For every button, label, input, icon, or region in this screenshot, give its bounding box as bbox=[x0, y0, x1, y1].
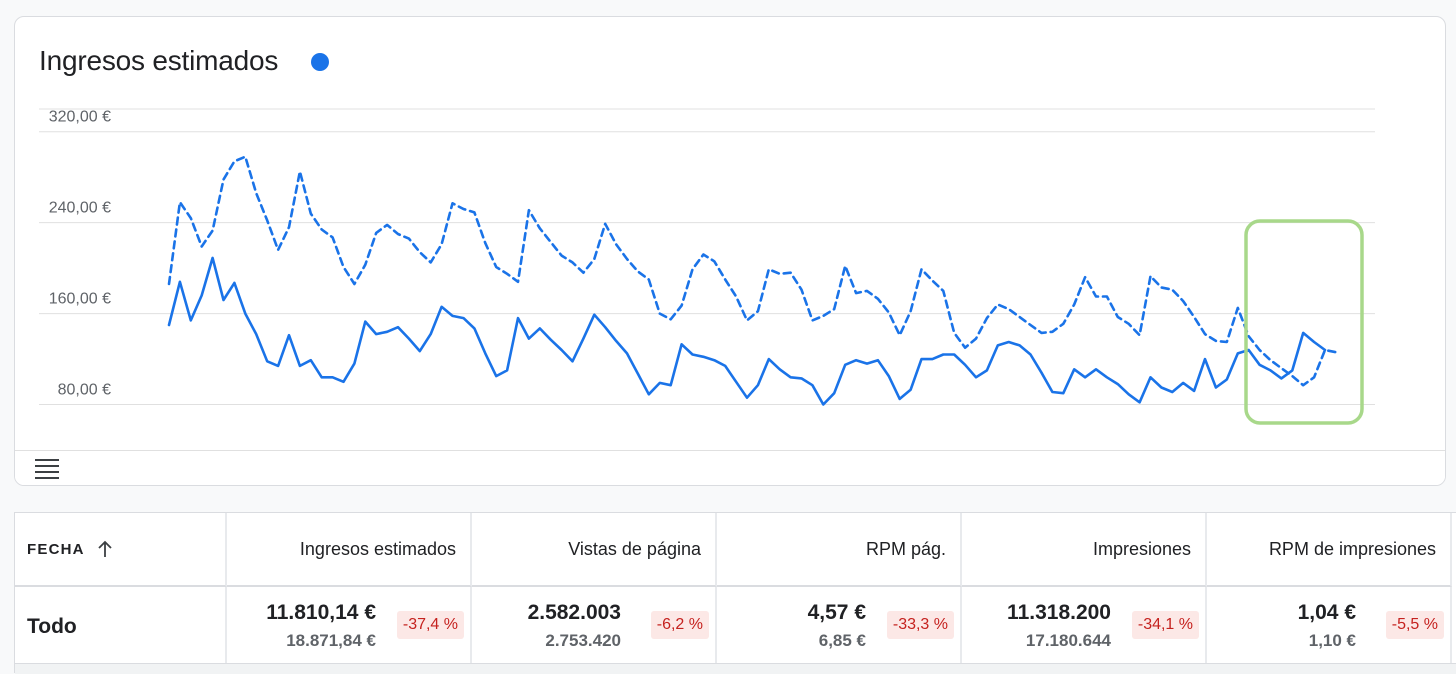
header-impresiones[interactable]: Impresiones bbox=[962, 513, 1207, 587]
delta-badge: -34,1 % bbox=[1131, 611, 1199, 639]
row-label: Todo bbox=[27, 615, 77, 638]
header-label: Impresiones bbox=[1092, 538, 1191, 559]
delta-badge: -5,5 % bbox=[1385, 611, 1444, 639]
cell-impresiones: 11.318.200 17.180.644 -34,1 % bbox=[962, 587, 1207, 673]
table-row-label-cell: Todo bbox=[15, 587, 227, 673]
header-vistas[interactable]: Vistas de página bbox=[472, 513, 717, 587]
header-label: RPM pág. bbox=[865, 538, 946, 559]
header-rpm-pag[interactable]: RPM pág. bbox=[717, 513, 962, 587]
cell-vistas: 2.582.003 2.753.420 -6,2 % bbox=[472, 587, 717, 673]
delta-badge: -37,4 % bbox=[396, 611, 464, 639]
delta-badge: -6,2 % bbox=[650, 611, 709, 639]
series-color-dot[interactable] bbox=[311, 53, 329, 71]
header-ingresos[interactable]: Ingresos estimados bbox=[227, 513, 472, 587]
cell-rpm-impresiones: 1,04 € 1,10 € -5,5 % bbox=[1207, 587, 1452, 673]
header-label: Ingresos estimados bbox=[299, 538, 456, 559]
y-tick-label: 80,00 € bbox=[58, 382, 111, 399]
current-value: 1,04 € bbox=[1297, 601, 1356, 624]
previous-value: 2.753.420 bbox=[545, 631, 621, 650]
list-icon[interactable] bbox=[35, 459, 59, 479]
chart-title: Ingresos estimados bbox=[39, 45, 279, 76]
series-line-current bbox=[167, 256, 1327, 406]
revenue-chart-card: Ingresos estimados 80,00 € 160,00 € 240,00… bbox=[14, 16, 1446, 486]
cell-ingresos: 11.810,14 € 18.871,84 € -37,4 % bbox=[227, 587, 472, 673]
series-line-previous bbox=[167, 155, 1338, 387]
cell-rpm-pag: 4,57 € 6,85 € -33,3 % bbox=[717, 587, 962, 673]
header-fecha[interactable]: FECHA bbox=[15, 513, 227, 587]
arrow-up-icon[interactable] bbox=[97, 540, 113, 558]
y-tick-label: 320,00 € bbox=[49, 109, 111, 126]
highlight-box bbox=[1244, 219, 1364, 425]
previous-value: 18.871,84 € bbox=[286, 631, 376, 650]
current-value: 4,57 € bbox=[807, 601, 866, 624]
table-row-divider bbox=[15, 663, 1456, 674]
current-value: 11.318.200 bbox=[1007, 601, 1111, 624]
y-tick-label: 160,00 € bbox=[49, 291, 111, 308]
y-tick-label: 240,00 € bbox=[49, 200, 111, 217]
current-value: 2.582.003 bbox=[527, 601, 621, 624]
previous-value: 1,10 € bbox=[1308, 631, 1356, 650]
header-label: FECHA bbox=[27, 540, 85, 558]
current-value: 11.810,14 € bbox=[266, 601, 376, 624]
header-rpm-impresiones[interactable]: RPM de impresiones bbox=[1207, 513, 1452, 587]
metrics-table: FECHA Ingresos estimados Vistas de págin… bbox=[14, 512, 1456, 674]
delta-badge: -33,3 % bbox=[886, 611, 954, 639]
chart-x-axis-strip bbox=[15, 450, 1445, 485]
line-chart[interactable]: 80,00 €160,00 €240,00 €320,00 €ene 2026f… bbox=[15, 17, 1445, 485]
header-label: RPM de impresiones bbox=[1268, 538, 1436, 559]
previous-value: 6,85 € bbox=[818, 631, 866, 650]
previous-value: 17.180.644 bbox=[1025, 631, 1111, 650]
header-label: Vistas de página bbox=[568, 538, 701, 559]
